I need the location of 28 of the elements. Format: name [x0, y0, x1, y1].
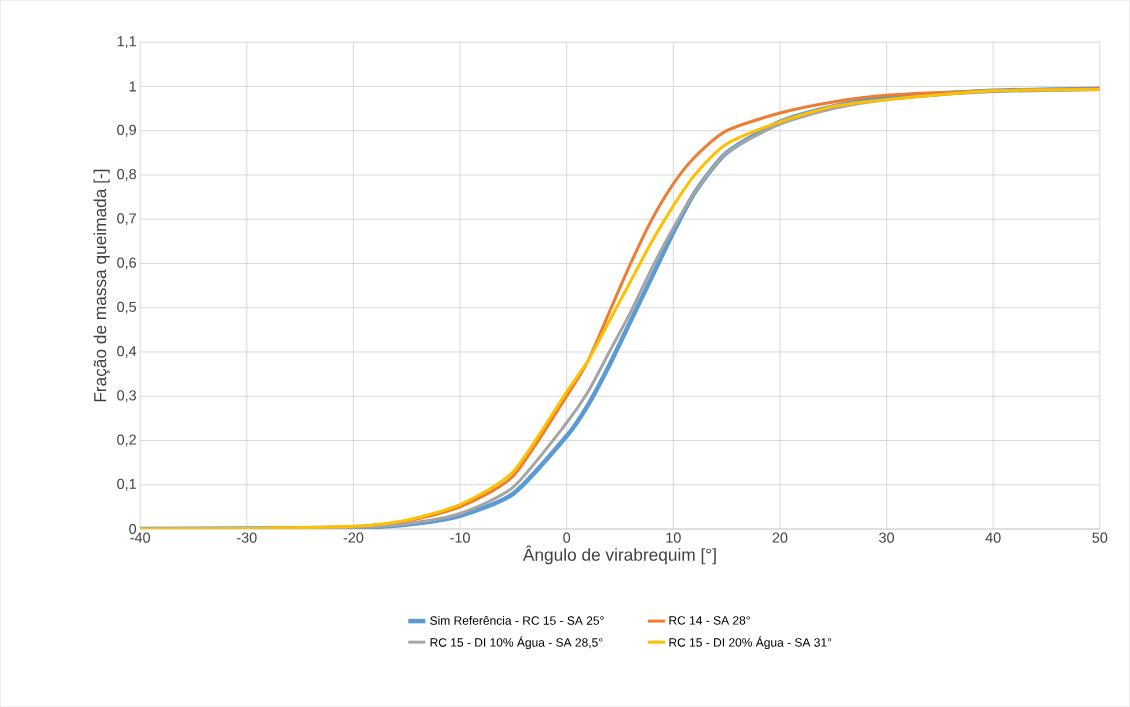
- x-tick-label: 0: [563, 532, 571, 543]
- y-tick-label: 0,7: [117, 213, 136, 226]
- x-tick-label: 10: [666, 532, 681, 543]
- y-tick-label: 0,4: [117, 345, 137, 358]
- x-tick-label: -10: [450, 532, 470, 543]
- y-tick-label: 0,1: [117, 478, 136, 491]
- y-tick-label: 0,6: [117, 257, 136, 270]
- y-tick-label: 0,3: [117, 390, 136, 403]
- x-tick-label: 50: [1092, 532, 1108, 543]
- legend-label: RC 15 - DI 10% Água - SA 28,5°: [430, 636, 603, 650]
- x-tick-label: -20: [343, 532, 364, 543]
- x-tick-label: -30: [237, 532, 257, 543]
- y-tick-label: 0,8: [117, 168, 136, 181]
- y-tick-label: 1,1: [117, 36, 136, 48]
- y-tick-label: 0,2: [117, 434, 136, 447]
- x-tick-label: 20: [772, 532, 788, 543]
- y-axis-title: Fração de massa queimada [-]: [93, 169, 110, 402]
- legend-label: RC 14 - SA 28°: [669, 616, 750, 625]
- x-axis-title: Ângulo de virabrequim [°]: [522, 545, 716, 565]
- legend-label: RC 15 - DI 20% Água - SA 31°: [669, 636, 832, 650]
- y-tick-label: 0: [129, 523, 137, 535]
- y-tick-label: 1: [129, 81, 136, 92]
- y-tick-label: 0,5: [117, 301, 137, 314]
- x-tick-label: 40: [985, 532, 1001, 543]
- legend-label: Sim Referência - RC 15 - SA 25°: [430, 615, 604, 625]
- x-tick-label: 30: [879, 532, 894, 543]
- x-tick-label: -40: [130, 532, 150, 543]
- y-tick-label: 0,9: [117, 124, 136, 137]
